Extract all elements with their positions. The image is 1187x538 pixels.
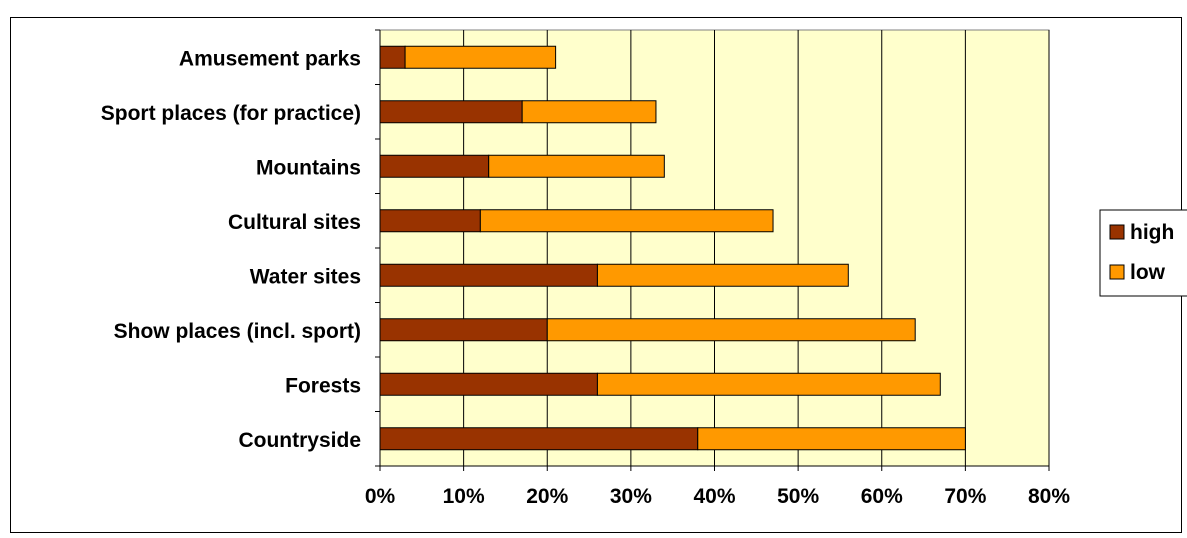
x-tick-label: 70% — [944, 485, 986, 508]
legend-swatch-high — [1109, 224, 1125, 240]
bar-low — [697, 427, 966, 451]
x-tick-label: 20% — [526, 485, 568, 508]
x-tick-labels: 0% 10% 20% 30% 40% 50% 60% 70% 80% — [365, 485, 1071, 508]
legend-swatch-low — [1109, 264, 1125, 280]
x-tick-label: 30% — [610, 485, 652, 508]
bar-low — [404, 45, 557, 69]
bar-low — [596, 263, 849, 287]
bar-low — [479, 209, 774, 233]
axes — [375, 29, 1050, 471]
x-tick-label: 0% — [365, 485, 396, 508]
bar-low — [596, 372, 941, 396]
bars — [379, 45, 966, 451]
bar-high — [379, 100, 523, 124]
category-label: Amusement parks — [179, 47, 361, 70]
bar-high — [379, 263, 598, 287]
x-tick-label: 80% — [1028, 485, 1070, 508]
bar-high — [379, 427, 699, 451]
bar-low — [546, 318, 916, 342]
bar-low — [488, 154, 665, 178]
bar-high — [379, 372, 598, 396]
category-label: Forests — [285, 374, 361, 397]
bar-high — [379, 318, 548, 342]
category-label: Mountains — [256, 156, 361, 179]
x-tick-label: 40% — [693, 485, 735, 508]
x-tick-label: 50% — [777, 485, 819, 508]
legend-label-low: low — [1130, 261, 1166, 284]
legend: high low — [1099, 209, 1187, 297]
x-tick-label: 60% — [861, 485, 903, 508]
category-labels: Amusement parks Sport places (for practic… — [101, 47, 361, 452]
category-label: Water sites — [250, 265, 361, 288]
category-label: Sport places (for practice) — [101, 102, 361, 125]
legend-label-high: high — [1130, 221, 1174, 244]
bar-high — [379, 154, 490, 178]
bar-high — [379, 209, 481, 233]
category-label: Show places (incl. sport) — [114, 320, 361, 343]
category-label: Cultural sites — [228, 211, 361, 234]
x-tick-label: 10% — [443, 485, 485, 508]
category-label: Countryside — [238, 429, 361, 452]
legend-box — [1099, 209, 1187, 297]
bar-low — [521, 100, 657, 124]
bar-high — [379, 45, 406, 69]
